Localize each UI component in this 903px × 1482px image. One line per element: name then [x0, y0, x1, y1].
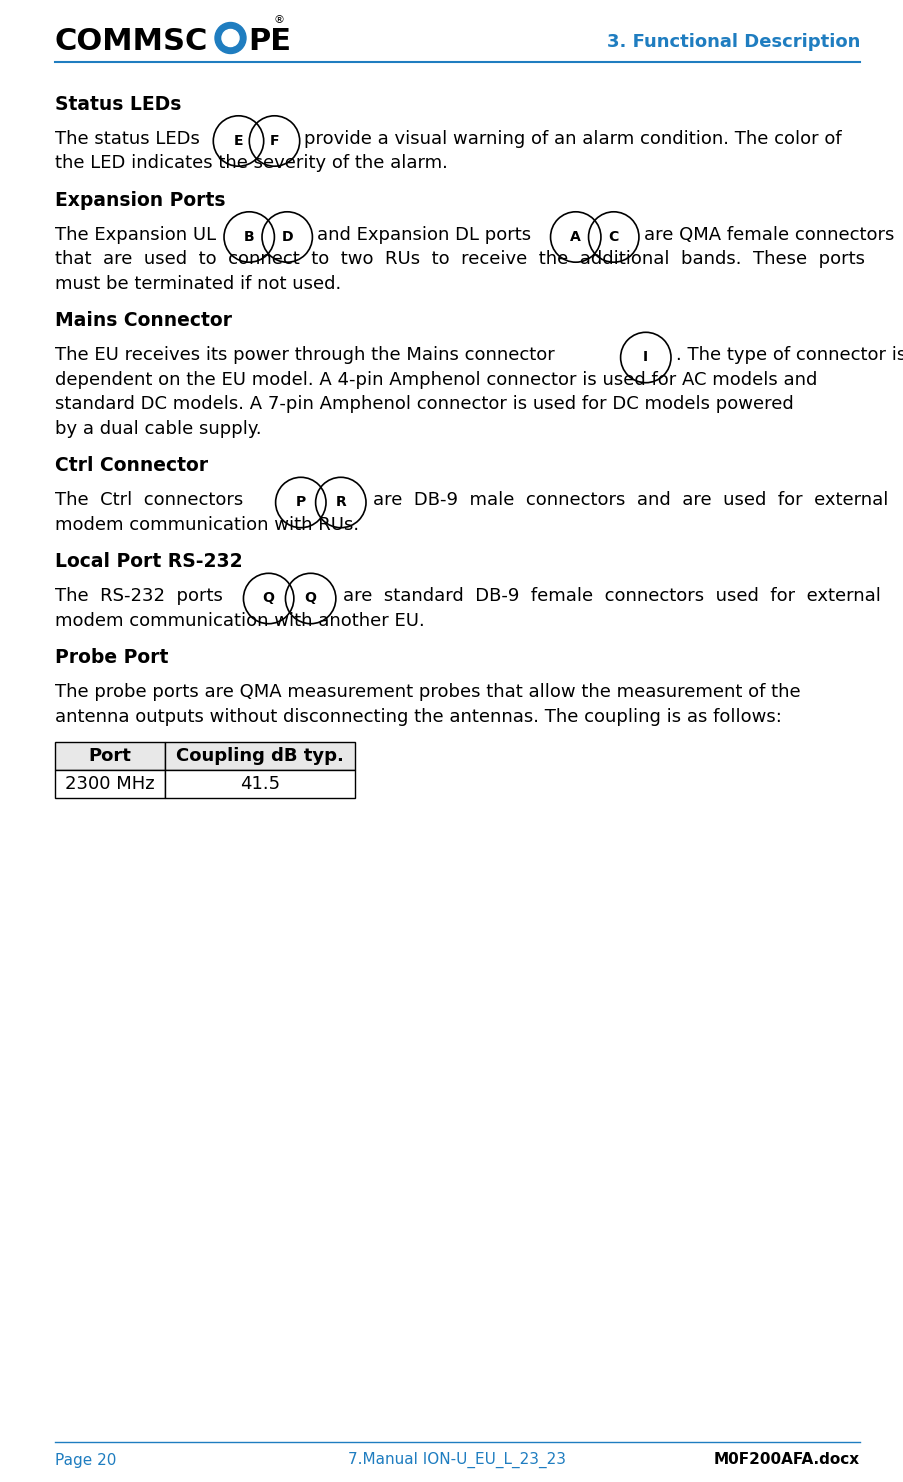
Text: M0F200AFA.docx: M0F200AFA.docx — [713, 1452, 859, 1467]
Text: Q: Q — [304, 591, 316, 606]
Text: Probe Port: Probe Port — [55, 649, 168, 667]
Text: I: I — [643, 351, 647, 365]
Text: provide a visual warning of an alarm condition. The color of: provide a visual warning of an alarm con… — [304, 130, 842, 148]
Text: P: P — [295, 495, 305, 510]
Bar — [165, 771, 355, 799]
Text: COMMSC: COMMSC — [55, 28, 209, 56]
Text: Mains Connector: Mains Connector — [55, 311, 232, 330]
Circle shape — [215, 22, 246, 53]
Text: standard DC models. A 7-pin Amphenol connector is used for DC models powered: standard DC models. A 7-pin Amphenol con… — [55, 396, 793, 413]
Text: dependent on the EU model. A 4-pin Amphenol connector is used for AC models and: dependent on the EU model. A 4-pin Amphe… — [55, 370, 816, 388]
Text: ®: ® — [274, 15, 284, 25]
Text: must be terminated if not used.: must be terminated if not used. — [55, 276, 340, 293]
Text: F: F — [269, 133, 279, 148]
Text: C: C — [608, 230, 619, 245]
Text: 3. Functional Description: 3. Functional Description — [606, 33, 859, 50]
Text: and Expansion DL ports: and Expansion DL ports — [317, 225, 531, 245]
Text: are  DB-9  male  connectors  and  are  used  for  external: are DB-9 male connectors and are used fo… — [372, 492, 888, 510]
Text: B: B — [244, 230, 255, 245]
Text: 41.5: 41.5 — [239, 775, 280, 793]
Text: Local Port RS-232: Local Port RS-232 — [55, 553, 242, 572]
Bar — [55, 771, 165, 799]
Text: modem communication with another EU.: modem communication with another EU. — [55, 612, 424, 630]
Text: R: R — [335, 495, 346, 510]
Text: Coupling dB typ.: Coupling dB typ. — [176, 747, 343, 766]
Text: are QMA female connectors: are QMA female connectors — [643, 225, 893, 245]
Text: Ctrl Connector: Ctrl Connector — [55, 456, 208, 476]
Text: that  are  used  to  connect  to  two  RUs  to  receive  the  additional  bands.: that are used to connect to two RUs to r… — [55, 250, 864, 268]
Text: Q: Q — [263, 591, 275, 606]
Text: the LED indicates the severity of the alarm.: the LED indicates the severity of the al… — [55, 154, 447, 172]
Bar — [55, 742, 165, 771]
Text: Status LEDs: Status LEDs — [55, 95, 182, 114]
Text: The Expansion UL: The Expansion UL — [55, 225, 216, 245]
Text: antenna outputs without disconnecting the antennas. The coupling is as follows:: antenna outputs without disconnecting th… — [55, 708, 781, 726]
Text: 2300 MHz: 2300 MHz — [65, 775, 154, 793]
Text: The  RS-232  ports: The RS-232 ports — [55, 587, 223, 606]
Text: The probe ports are QMA measurement probes that allow the measurement of the: The probe ports are QMA measurement prob… — [55, 683, 800, 701]
Text: The EU receives its power through the Mains connector: The EU receives its power through the Ma… — [55, 347, 554, 365]
Text: A: A — [570, 230, 581, 245]
Text: modem communication with RUs.: modem communication with RUs. — [55, 516, 358, 534]
Text: D: D — [281, 230, 293, 245]
Text: Port: Port — [88, 747, 131, 766]
Text: 7.Manual ION-U_EU_L_23_23: 7.Manual ION-U_EU_L_23_23 — [349, 1452, 566, 1469]
Text: . The type of connector is: . The type of connector is — [675, 347, 903, 365]
Bar — [165, 742, 355, 771]
Text: The status LEDs: The status LEDs — [55, 130, 200, 148]
Text: Expansion Ports: Expansion Ports — [55, 191, 225, 210]
Text: Page 20: Page 20 — [55, 1452, 116, 1467]
Text: The  Ctrl  connectors: The Ctrl connectors — [55, 492, 243, 510]
Text: are  standard  DB-9  female  connectors  used  for  external: are standard DB-9 female connectors used… — [342, 587, 880, 606]
Text: PE: PE — [247, 28, 291, 56]
Text: by a dual cable supply.: by a dual cable supply. — [55, 419, 261, 439]
Text: E: E — [234, 133, 243, 148]
Circle shape — [222, 30, 238, 46]
